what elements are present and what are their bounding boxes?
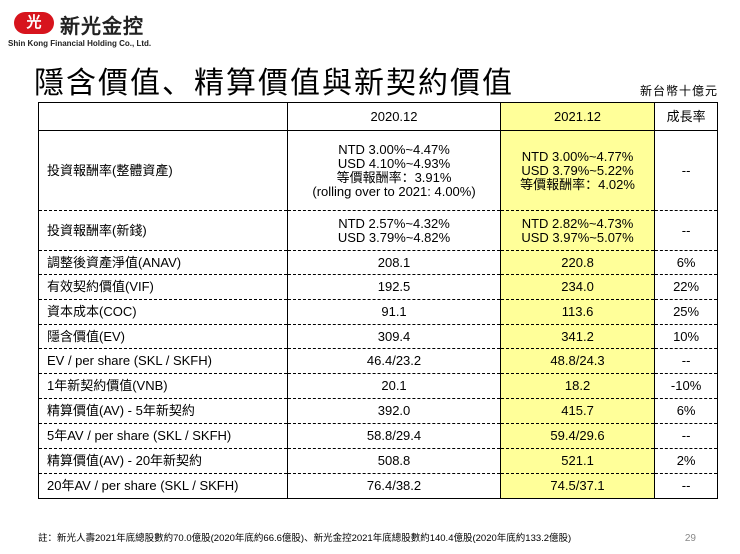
table-cell: 6% <box>654 250 718 275</box>
table-cell: 資本成本(COC) <box>37 299 289 325</box>
table-cell: 91.1 <box>287 299 501 325</box>
data-table: 2020.12 2021.12 成長率 投資報酬率(整體資產) NTD 3.00%~4.… <box>37 102 718 499</box>
table-cell: 341.2 <box>499 324 656 349</box>
table-cell: 精算價值(AV) - 20年新契約 <box>37 448 289 474</box>
table-cell: 208.1 <box>287 250 501 275</box>
table-cell: 成長率 <box>654 102 718 131</box>
table-cell: 74.5/37.1 <box>499 473 656 499</box>
table-cell: 隱含價值(EV) <box>37 324 289 349</box>
cell-line: NTD 3.00%~4.77% <box>521 148 634 164</box>
table-row: 精算價值(AV) - 5年新契約 392.0 415.7 6% <box>37 398 718 424</box>
table-cell: 投資報酬率(新錢) <box>37 210 289 251</box>
table-cell: EV / per share (SKL / SKFH) <box>37 348 289 374</box>
table-row: 隱含價值(EV) 309.4 341.2 10% <box>37 324 718 349</box>
table-cell: -- <box>654 423 718 449</box>
unit-note: 新台幣十億元 <box>639 84 718 98</box>
table-cell: 508.8 <box>287 448 501 474</box>
table-cell: NTD 2.82%~4.73% USD 3.97%~5.07% <box>499 210 656 251</box>
table-cell: 192.5 <box>287 274 501 300</box>
company-name-en: Shin Kong Financial Holding Co., Ltd. <box>8 39 152 48</box>
table-cell: NTD 3.00%~4.77% USD 3.79%~5.22% 等價報酬率：4.02… <box>499 130 656 211</box>
table-cell: 76.4/38.2 <box>287 473 501 499</box>
cell-line: 等價報酬率：4.02% <box>520 176 635 192</box>
table-row: 調整後資產淨值(ANAV) 208.1 220.8 6% <box>37 250 718 275</box>
table-cell: 有效契約價值(VIF) <box>37 274 289 300</box>
table-cell: 309.4 <box>287 324 501 349</box>
table-row: EV / per share (SKL / SKFH) 46.4/23.2 48.8… <box>37 348 718 374</box>
table-cell: 調整後資產淨值(ANAV) <box>37 250 289 275</box>
table-cell: 46.4/23.2 <box>287 348 501 374</box>
table-cell: 2020.12 <box>287 102 501 131</box>
cell-line: (rolling over to 2021: 4.00%) <box>312 183 476 199</box>
table-cell: -- <box>654 473 718 499</box>
cell-line: USD 3.79%~5.22% <box>521 162 634 178</box>
cell-line: USD 3.97%~5.07% <box>521 229 634 245</box>
table-cell: 415.7 <box>499 398 656 424</box>
table-cell: 220.8 <box>499 250 656 275</box>
table-cell: 20.1 <box>287 373 501 399</box>
table-cell: 20年AV / per share (SKL / SKFH) <box>37 473 289 499</box>
cell-line: USD 3.79%~4.82% <box>337 229 451 245</box>
header-row: 2020.12 2021.12 成長率 <box>37 102 718 131</box>
cell-line: NTD 2.82%~4.73% <box>521 215 634 231</box>
cell-line: NTD 2.57%~4.32% <box>338 215 450 231</box>
table-cell: 5年AV / per share (SKL / SKFH) <box>37 423 289 449</box>
table-cell: 58.8/29.4 <box>287 423 501 449</box>
page-number: 29 <box>684 533 696 544</box>
table-row: 投資報酬率(新錢) NTD 2.57%~4.32% USD 3.79%~4.82% N… <box>37 210 718 251</box>
table-cell: 59.4/29.6 <box>499 423 656 449</box>
table-cell: 48.8/24.3 <box>499 348 656 374</box>
table-cell: -10% <box>654 373 718 399</box>
table-row: 5年AV / per share (SKL / SKFH) 58.8/29.4 59… <box>37 423 718 449</box>
table-cell: 精算價值(AV) - 5年新契約 <box>37 398 289 424</box>
table-cell: 22% <box>654 274 718 300</box>
logo-mark: 光 <box>14 12 54 34</box>
table-cell: 2% <box>654 448 718 474</box>
slide-title: 隱含價值、精算價值與新契約價值 <box>34 67 514 100</box>
table-cell: 521.1 <box>499 448 656 474</box>
table-cell: -- <box>654 348 718 374</box>
table-row: 20年AV / per share (SKL / SKFH) 76.4/38.2 7… <box>37 473 718 499</box>
cell-line: 等價報酬率：3.91% <box>336 169 452 185</box>
table-cell: 392.0 <box>287 398 501 424</box>
table-row: 精算價值(AV) - 20年新契約 508.8 521.1 2% <box>37 448 718 474</box>
table-cell: 113.6 <box>499 299 656 325</box>
table-cell: NTD 3.00%~4.47% USD 4.10%~4.93% 等價報酬率：3.91… <box>287 130 501 211</box>
footnote: 註：新光人壽2021年底總股數約70.0億股(2020年底約66.6億股)、新光… <box>38 533 572 544</box>
table-cell: -- <box>654 130 718 211</box>
company-name: 新光金控 <box>60 16 144 38</box>
table-cell: 1年新契約價值(VNB) <box>37 373 289 399</box>
table-cell <box>37 102 289 131</box>
cell-line: USD 4.10%~4.93% <box>337 155 451 171</box>
cell-line: NTD 3.00%~4.47% <box>338 141 450 157</box>
table-cell: NTD 2.57%~4.32% USD 3.79%~4.82% <box>287 210 501 251</box>
table-cell: 投資報酬率(整體資產) <box>37 130 289 211</box>
table-cell: -- <box>654 210 718 251</box>
table-row: 有效契約價值(VIF) 192.5 234.0 22% <box>37 274 718 300</box>
table-cell: 6% <box>654 398 718 424</box>
table-cell: 2021.12 <box>499 102 656 131</box>
table-cell: 234.0 <box>499 274 656 300</box>
table-cell: 18.2 <box>499 373 656 399</box>
table-row: 資本成本(COC) 91.1 113.6 25% <box>37 299 718 325</box>
table-row: 投資報酬率(整體資產) NTD 3.00%~4.47% USD 4.10%~4.93… <box>37 130 718 211</box>
table-cell: 25% <box>654 299 718 325</box>
table-row: 1年新契約價值(VNB) 20.1 18.2 -10% <box>37 373 718 399</box>
table-cell: 10% <box>654 324 718 349</box>
